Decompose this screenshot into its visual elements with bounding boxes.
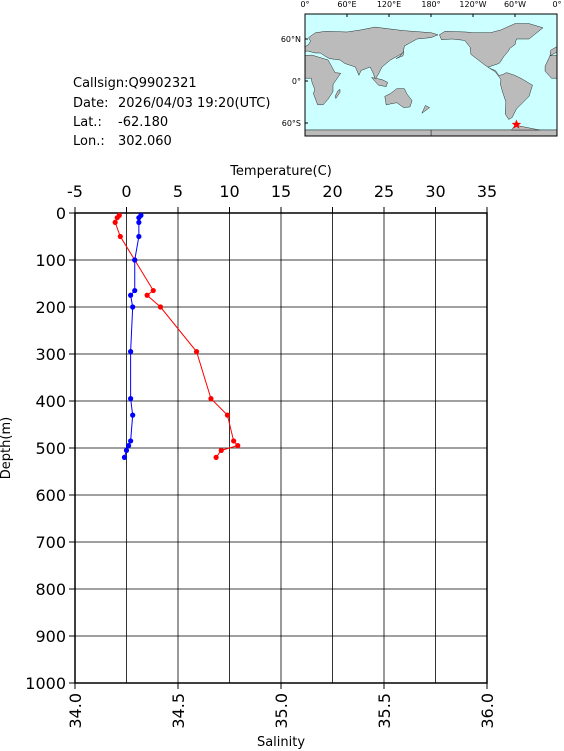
y-title: Depth(m) bbox=[0, 417, 14, 479]
x-top-tick-label: 25 bbox=[374, 182, 394, 201]
x-top-tick-label: 30 bbox=[425, 182, 445, 201]
lon: 302.060 bbox=[118, 134, 172, 149]
map-lon-label: 0° bbox=[552, 0, 561, 9]
land-shape bbox=[430, 129, 557, 136]
profile-point bbox=[128, 349, 134, 355]
profile-point bbox=[132, 287, 138, 294]
x-tick-label: 36.0 bbox=[478, 693, 497, 729]
profile-point bbox=[208, 396, 214, 402]
x-top-tick-label: 10 bbox=[219, 182, 239, 201]
date: 2026/04/03 19:20(UTC) bbox=[118, 96, 270, 111]
profile-point bbox=[128, 396, 134, 402]
profile-point bbox=[136, 233, 142, 240]
land-shape bbox=[305, 54, 342, 106]
profile-point bbox=[123, 447, 130, 453]
map-lon-label: 180° bbox=[421, 0, 440, 9]
x-top-tick-label: 20 bbox=[322, 182, 342, 201]
y-tick-label: 0 bbox=[56, 204, 66, 223]
x-top-tick-label: 0 bbox=[121, 182, 131, 201]
land-shape bbox=[421, 105, 430, 114]
profile-point bbox=[136, 219, 142, 225]
x-top-tick-label: 15 bbox=[271, 182, 291, 201]
profile-point bbox=[114, 215, 120, 221]
station-marker bbox=[511, 119, 522, 129]
profile-point bbox=[136, 215, 142, 221]
profile-line bbox=[123, 215, 142, 458]
land-shape bbox=[544, 55, 557, 79]
map-lat-label: 60°N bbox=[281, 35, 301, 44]
profile-point bbox=[235, 443, 241, 449]
profile-point bbox=[128, 292, 134, 298]
y-tick-label: 900 bbox=[35, 627, 66, 646]
profile-point bbox=[132, 257, 138, 263]
x-top-tick-label: 35 bbox=[477, 182, 497, 201]
map-lon-label: 60°E bbox=[337, 0, 356, 9]
map-lon-label: 0° bbox=[300, 0, 309, 9]
lon-label: Lon.: bbox=[73, 134, 105, 149]
y-tick-label: 1000 bbox=[25, 674, 66, 693]
y-tick-label: 800 bbox=[35, 580, 66, 599]
profile-point bbox=[231, 438, 237, 444]
x-top-tick-label: -5 bbox=[67, 182, 83, 201]
land-shape bbox=[395, 50, 405, 59]
land-shape bbox=[370, 77, 388, 87]
y-tick-label: 100 bbox=[35, 251, 66, 270]
y-tick-label: 500 bbox=[35, 439, 66, 458]
map-lat-label: 60°S bbox=[282, 119, 301, 128]
y-tick-label: 700 bbox=[35, 533, 66, 552]
profile-point bbox=[150, 287, 156, 294]
x-tick-label: 35.5 bbox=[375, 693, 394, 729]
profile-point bbox=[213, 454, 219, 460]
land-shape bbox=[305, 129, 432, 136]
lat: -62.180 bbox=[118, 115, 168, 130]
plot-frame bbox=[74, 212, 488, 684]
profile-point bbox=[144, 292, 150, 298]
land-shape bbox=[144, 52, 152, 59]
profile-point bbox=[112, 219, 118, 225]
profile-point bbox=[218, 447, 224, 453]
map-lat-label: 0° bbox=[292, 77, 301, 86]
date-label: Date: bbox=[73, 96, 108, 111]
lat-label: Lat.: bbox=[73, 115, 102, 130]
y-tick-label: 400 bbox=[35, 392, 66, 411]
land-shape bbox=[384, 88, 413, 108]
map-lon-label: 60°W bbox=[504, 0, 526, 9]
land bbox=[46, 23, 557, 136]
x-tick-label: 34.0 bbox=[66, 693, 85, 729]
profile-point bbox=[130, 412, 136, 418]
profile-point bbox=[130, 304, 136, 310]
y-tick-label: 300 bbox=[35, 345, 66, 364]
y-tick-label: 600 bbox=[35, 486, 66, 505]
x-top-title: Temperature(C) bbox=[229, 164, 332, 179]
map-lon-label: 120°W bbox=[459, 0, 486, 9]
x-tick-label: 34.5 bbox=[169, 693, 188, 729]
profile-line bbox=[114, 215, 239, 458]
map-lon-label: 120°E bbox=[377, 0, 401, 9]
x-title: Salinity bbox=[257, 735, 305, 750]
profile-point bbox=[117, 233, 123, 240]
profile-point bbox=[128, 438, 134, 444]
land-shape bbox=[334, 89, 341, 99]
profile-point bbox=[157, 304, 164, 310]
callsign: Callsign:Q9902321 bbox=[73, 76, 197, 91]
profile-point bbox=[193, 349, 200, 355]
profile-point bbox=[125, 443, 132, 449]
x-tick-label: 35.0 bbox=[272, 693, 291, 729]
profile-point bbox=[224, 412, 231, 418]
y-tick-label: 200 bbox=[35, 298, 66, 317]
profile-point bbox=[121, 454, 128, 460]
land-shape bbox=[549, 46, 557, 57]
land-shape bbox=[46, 27, 186, 80]
land-shape bbox=[439, 23, 544, 120]
x-top-tick-label: 5 bbox=[173, 182, 183, 201]
